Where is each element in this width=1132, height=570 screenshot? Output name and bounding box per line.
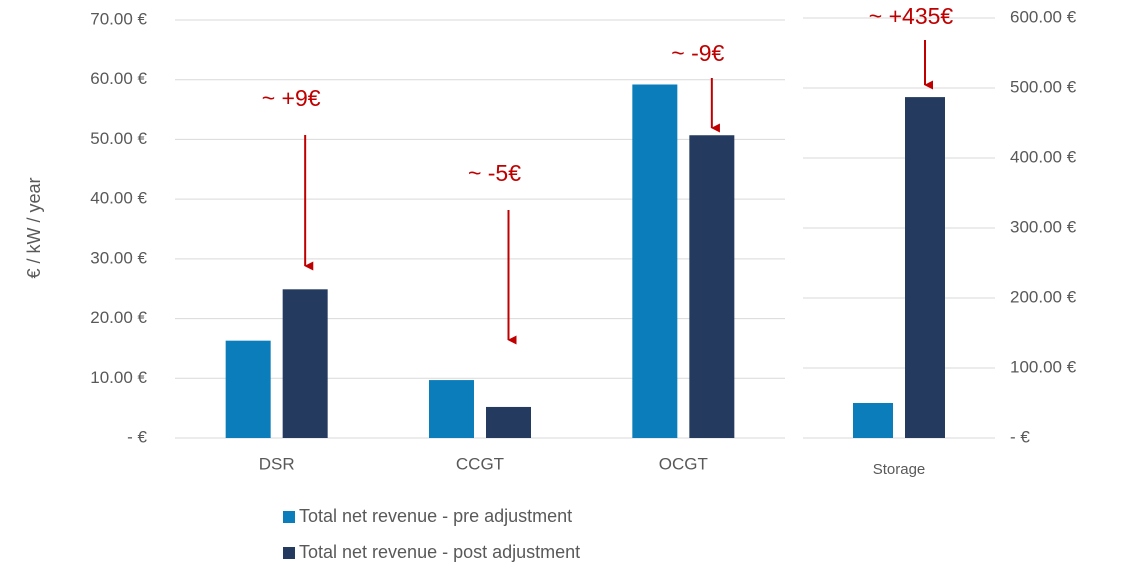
annotation: ~ -9€: [671, 40, 724, 66]
y-tick-label: 30.00 €: [90, 248, 147, 267]
y-tick-label: - €: [1010, 427, 1030, 446]
x-tick-label: OCGT: [659, 454, 708, 473]
bar: [905, 97, 945, 438]
legend-swatch: [283, 547, 295, 559]
y-tick-label: 20.00 €: [90, 308, 147, 327]
y-tick-label: 60.00 €: [90, 69, 147, 88]
bar: [632, 84, 678, 439]
bar: [853, 403, 893, 438]
y-axis-title: € / kW / year: [24, 177, 44, 278]
x-tick-label: Storage: [873, 461, 926, 478]
x-tick-label: DSR: [259, 454, 295, 473]
legend-swatch: [283, 511, 295, 523]
annotation: ~ +9€: [262, 85, 321, 111]
y-tick-label: 400.00 €: [1010, 147, 1077, 166]
y-tick-label: 300.00 €: [1010, 217, 1077, 236]
y-tick-label: 70.00 €: [90, 9, 147, 28]
bar: [429, 380, 474, 438]
bar: [282, 289, 328, 438]
y-tick-label: 40.00 €: [90, 189, 147, 208]
y-tick-label: 10.00 €: [90, 368, 147, 387]
y-tick-label: 50.00 €: [90, 129, 147, 148]
legend-label: Total net revenue - post adjustment: [299, 542, 580, 562]
y-tick-label: 200.00 €: [1010, 287, 1077, 306]
bar: [486, 406, 531, 438]
y-tick-label: 100.00 €: [1010, 357, 1077, 376]
bar: [689, 135, 735, 438]
y-tick-label: 500.00 €: [1010, 77, 1077, 96]
y-tick-label: - €: [127, 427, 147, 446]
annotation: ~ -5€: [468, 160, 521, 186]
annotation: ~ +435€: [869, 3, 954, 29]
bar: [225, 340, 271, 438]
y-tick-label: 600.00 €: [1010, 7, 1077, 26]
legend-label: Total net revenue - pre adjustment: [299, 506, 572, 526]
x-tick-label: CCGT: [456, 454, 504, 473]
